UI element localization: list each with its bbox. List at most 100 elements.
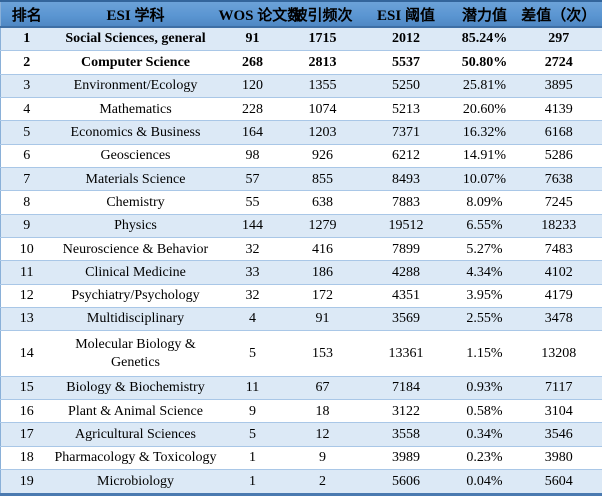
cell-rank: 9 [0, 213, 53, 238]
cell-value: 1 [249, 450, 256, 466]
table-row: 12 Psychiatry/Psychology 32 172 4351 3.95% 417… [0, 283, 602, 308]
cell-potential: 0.23% [453, 445, 516, 470]
cell-difference: 4179 [515, 283, 602, 308]
cell-value: 8 [23, 194, 31, 210]
col-header-rank: 排名 [0, 0, 53, 28]
cell-value: 14.91% [462, 148, 507, 164]
cell-subject: Molecular Biology & Genetics [52, 330, 219, 377]
cell-wos_papers: 9 [218, 399, 287, 423]
cell-difference: 6168 [515, 120, 602, 145]
cell-value: 85.24% [461, 31, 508, 47]
cell-value: 4 [249, 311, 256, 327]
cell-value: Psychiatry/Psychology [71, 288, 200, 304]
cell-citations: 2 [286, 469, 359, 495]
table-row: 9 Physics 144 1279 19512 6.55% 18233 [0, 213, 602, 238]
cell-wos_papers: 98 [218, 143, 287, 168]
cell-citations: 416 [286, 237, 359, 261]
cell-wos_papers: 228 [218, 97, 287, 121]
cell-value: 4 [23, 101, 31, 117]
cell-value: 5 [249, 345, 256, 361]
table-row: 8 Chemistry 55 638 7883 8.09% 7245 [0, 190, 602, 215]
cell-potential: 16.32% [453, 120, 516, 145]
cell-value: 228 [242, 101, 263, 117]
cell-value: Clinical Medicine [85, 264, 186, 280]
cell-value: 32 [245, 241, 260, 257]
cell-value: Plant & Animal Science [68, 403, 203, 419]
table-row: 2 Computer Science 268 2813 5537 50.80% 2724 [0, 50, 602, 75]
cell-value: 18 [315, 403, 330, 419]
table-row: 6 Geosciences 98 926 6212 14.91% 5286 [0, 143, 602, 168]
cell-wos_papers: 268 [218, 50, 287, 75]
cell-value: 1 [23, 31, 31, 47]
cell-value: 3989 [392, 450, 420, 466]
cell-value: 5250 [392, 78, 420, 94]
cell-difference: 3104 [515, 399, 602, 423]
cell-subject: Pharmacology & Toxicology [52, 445, 219, 470]
cell-value: 3569 [392, 311, 420, 327]
cell-wos_papers: 57 [218, 167, 287, 191]
cell-rank: 6 [0, 143, 53, 168]
cell-value: 5606 [392, 473, 420, 489]
cell-value: 5604 [544, 473, 573, 489]
cell-citations: 172 [286, 283, 359, 308]
cell-value: Pharmacology & Toxicology [54, 450, 217, 466]
cell-esi_threshold: 5213 [358, 97, 454, 121]
cell-subject: Chemistry [52, 190, 219, 215]
cell-value: 33 [245, 264, 260, 280]
cell-rank: 13 [0, 307, 53, 331]
cell-subject: Neuroscience & Behavior [52, 237, 219, 261]
cell-rank: 14 [0, 330, 53, 377]
cell-wos_papers: 91 [218, 26, 287, 51]
cell-esi_threshold: 7371 [358, 120, 454, 145]
cell-rank: 11 [0, 260, 53, 285]
cell-value: 16 [19, 403, 34, 419]
table-row: 10 Neuroscience & Behavior 32 416 7899 5.27% 7… [0, 237, 602, 261]
cell-subject: Biology & Biochemistry [52, 375, 219, 400]
cell-potential: 4.34% [453, 260, 516, 285]
cell-potential: 50.80% [453, 50, 516, 75]
cell-difference: 5286 [515, 143, 602, 168]
cell-subject: Mathematics [52, 97, 219, 121]
cell-value: 25.81% [462, 78, 507, 94]
cell-rank: 18 [0, 445, 53, 470]
cell-citations: 186 [286, 260, 359, 285]
cell-value: 12 [315, 426, 330, 442]
cell-potential: 20.60% [453, 97, 516, 121]
cell-value: 14 [19, 345, 34, 361]
cell-wos_papers: 1 [218, 445, 287, 470]
col-header-label: 被引频次 [292, 7, 353, 24]
cell-potential: 8.09% [453, 190, 516, 215]
cell-value: 0.23% [466, 450, 503, 466]
cell-value: 1.15% [466, 345, 503, 361]
cell-rank: 12 [0, 283, 53, 308]
cell-value: 5286 [544, 148, 573, 164]
cell-citations: 1355 [286, 73, 359, 98]
cell-difference: 4102 [515, 260, 602, 285]
cell-difference: 7245 [515, 190, 602, 215]
cell-value: 297 [548, 31, 570, 47]
cell-difference: 7638 [515, 167, 602, 191]
cell-subject: Physics [52, 213, 219, 238]
cell-difference: 3546 [515, 422, 602, 447]
cell-value: 1355 [308, 78, 337, 94]
cell-value: 1203 [308, 124, 337, 140]
cell-value: Computer Science [81, 54, 190, 70]
cell-value: 91 [245, 31, 260, 47]
cell-value: 32 [245, 288, 260, 304]
cell-value: 4351 [392, 288, 420, 304]
cell-esi_threshold: 7883 [358, 190, 454, 215]
cell-subject: Social Sciences, general [52, 26, 219, 51]
cell-value: 19512 [388, 218, 424, 234]
cell-rank: 7 [0, 167, 53, 191]
table-row: 16 Plant & Animal Science 9 18 3122 0.58% 3104 [0, 399, 602, 423]
cell-value: 11 [245, 380, 260, 396]
cell-value: 9 [319, 450, 326, 466]
cell-citations: 926 [286, 143, 359, 168]
cell-esi_threshold: 7899 [358, 237, 454, 261]
cell-value: 2724 [544, 54, 573, 70]
cell-value: 7899 [392, 241, 420, 257]
cell-esi_threshold: 3569 [358, 307, 454, 331]
cell-value: 7184 [392, 380, 420, 396]
cell-citations: 2813 [286, 50, 359, 75]
cell-value: 11 [20, 264, 34, 280]
